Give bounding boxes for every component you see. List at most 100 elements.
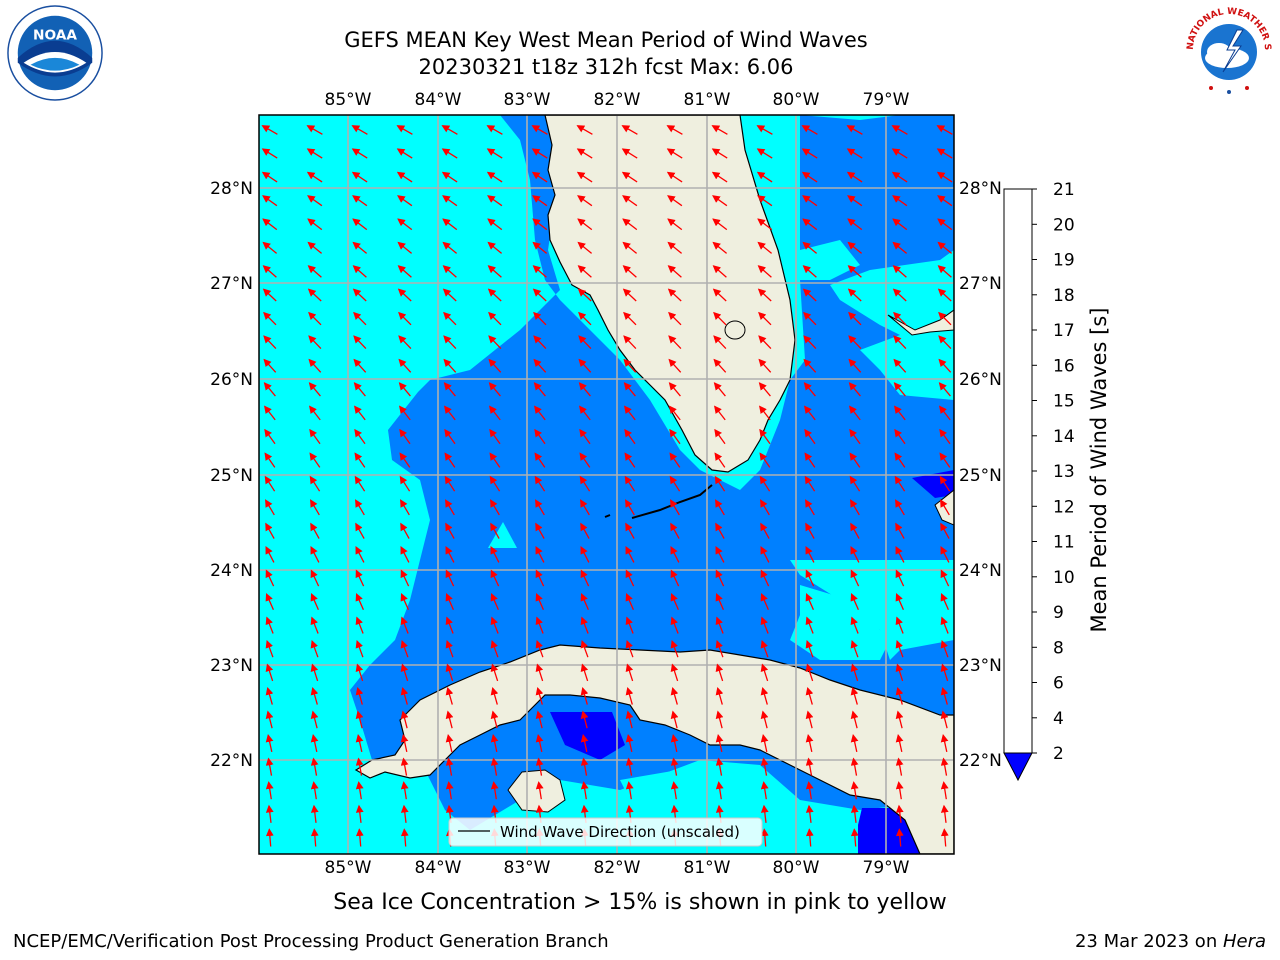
wave-direction-arrow [805,781,814,800]
wave-direction-arrow [715,686,724,705]
wave-direction-arrow [265,522,275,539]
wave-direction-arrow [397,265,412,278]
wave-direction-arrow [397,195,413,207]
lon-label-bottom: 81°W [684,858,731,878]
wave-direction-arrow [355,499,365,516]
wave-direction-arrow [940,686,949,705]
wave-direction-arrow [850,616,859,634]
wave-direction-arrow [576,125,593,135]
wave-direction-arrow [310,686,319,705]
wave-direction-arrow [310,639,319,658]
wave-direction-arrow [759,475,771,492]
wave-direction-arrow [715,710,724,729]
wave-direction-arrow [308,311,322,326]
wave-direction-arrow [937,195,953,207]
wave-direction-arrow [666,148,683,159]
wave-direction-arrow [263,335,277,350]
wave-direction-arrow [445,499,455,516]
wave-direction-arrow [577,218,593,231]
wave-direction-arrow [444,428,456,445]
wave-direction-arrow [940,734,949,753]
wave-direction-arrow [355,781,364,800]
wave-direction-arrow [850,639,859,658]
wave-direction-arrow [760,616,769,634]
wave-direction-arrow [353,311,367,326]
wave-direction-arrow [398,382,411,397]
wave-direction-arrow [625,546,635,563]
wave-direction-arrow [265,804,274,823]
wave-direction-arrow [850,781,859,800]
wave-direction-arrow [936,148,953,159]
wave-direction-arrow [531,148,548,159]
wave-direction-arrow [940,616,949,634]
wave-direction-arrow [805,828,814,847]
wave-direction-arrow [848,335,862,350]
wave-direction-arrow [667,195,683,207]
wave-direction-arrow [489,405,501,421]
wave-direction-arrow [670,639,679,658]
footer-date: 23 Mar 2023 on Hera [1075,931,1266,952]
wave-direction-arrow [355,569,365,587]
wave-direction-arrow [939,452,951,468]
wave-direction-arrow [713,335,727,350]
wave-direction-arrow [760,828,769,847]
wave-direction-arrow [848,382,861,397]
wave-direction-arrow [712,241,728,254]
wave-direction-arrow [850,499,860,516]
wave-direction-arrow [306,148,323,159]
wave-direction-arrow [625,734,634,753]
wave-direction-arrow [400,757,409,776]
wave-period-zone-4-6 [620,768,760,800]
colorbar-label: Mean Period of Wind Waves [s] [1087,308,1111,633]
wave-direction-arrow [760,781,769,800]
wave-direction-arrow [262,218,278,231]
wave-direction-arrow [894,452,906,468]
wave-direction-arrow [892,241,908,254]
wave-direction-arrow [488,335,502,350]
wave-direction-arrow [894,405,906,421]
wave-direction-arrow [579,405,591,421]
lat-label-left: 26°N [210,370,253,390]
wave-direction-arrow [489,428,501,445]
wave-direction-arrow [621,171,638,183]
wave-direction-arrow [802,195,818,207]
colorbar-tick-label: 21 [1053,180,1075,200]
wave-direction-arrow [441,171,458,183]
wave-direction-arrow [805,639,814,658]
wave-direction-arrow [668,335,682,350]
wave-direction-arrow [803,311,817,326]
wave-direction-arrow [894,428,906,445]
wave-direction-arrow [264,452,276,468]
wave-direction-arrow [486,171,503,183]
wave-direction-arrow [488,311,502,326]
wave-direction-arrow [625,499,635,516]
wave-direction-arrow [895,781,904,800]
wave-direction-arrow [621,125,638,135]
wave-direction-arrow [444,452,456,468]
wave-direction-arrow [310,616,319,634]
wave-direction-arrow [445,734,454,753]
footer-credit: NCEP/EMC/Verification Post Processing Pr… [13,931,609,952]
wave-direction-arrow [352,241,368,254]
wave-direction-arrow [580,734,589,753]
wave-direction-arrow [805,593,814,611]
lat-label-right: 23°N [959,656,1002,676]
wave-direction-arrow [307,241,323,254]
wave-direction-arrow [310,663,319,682]
wave-direction-arrow [490,734,499,753]
wave-direction-arrow [805,757,814,776]
wave-direction-arrow [892,218,908,231]
wave-direction-arrow [760,686,769,705]
wave-direction-arrow [535,734,544,753]
lat-label-right: 26°N [959,370,1002,390]
wave-direction-arrow [849,452,861,468]
wave-direction-arrow [310,757,319,776]
wave-direction-arrow [757,218,773,231]
wave-direction-arrow [759,428,771,445]
wave-direction-arrow [848,311,862,326]
noaa-logo-text: NOAA [33,27,77,43]
nws-logo: NATIONAL WEATHER SERVICE [1178,0,1276,97]
wave-direction-arrow [667,218,683,231]
latitude-labels-right: 28°N 27°N 26°N 25°N 24°N 23°N 22°N [959,179,1002,771]
wave-direction-arrow [400,616,409,634]
